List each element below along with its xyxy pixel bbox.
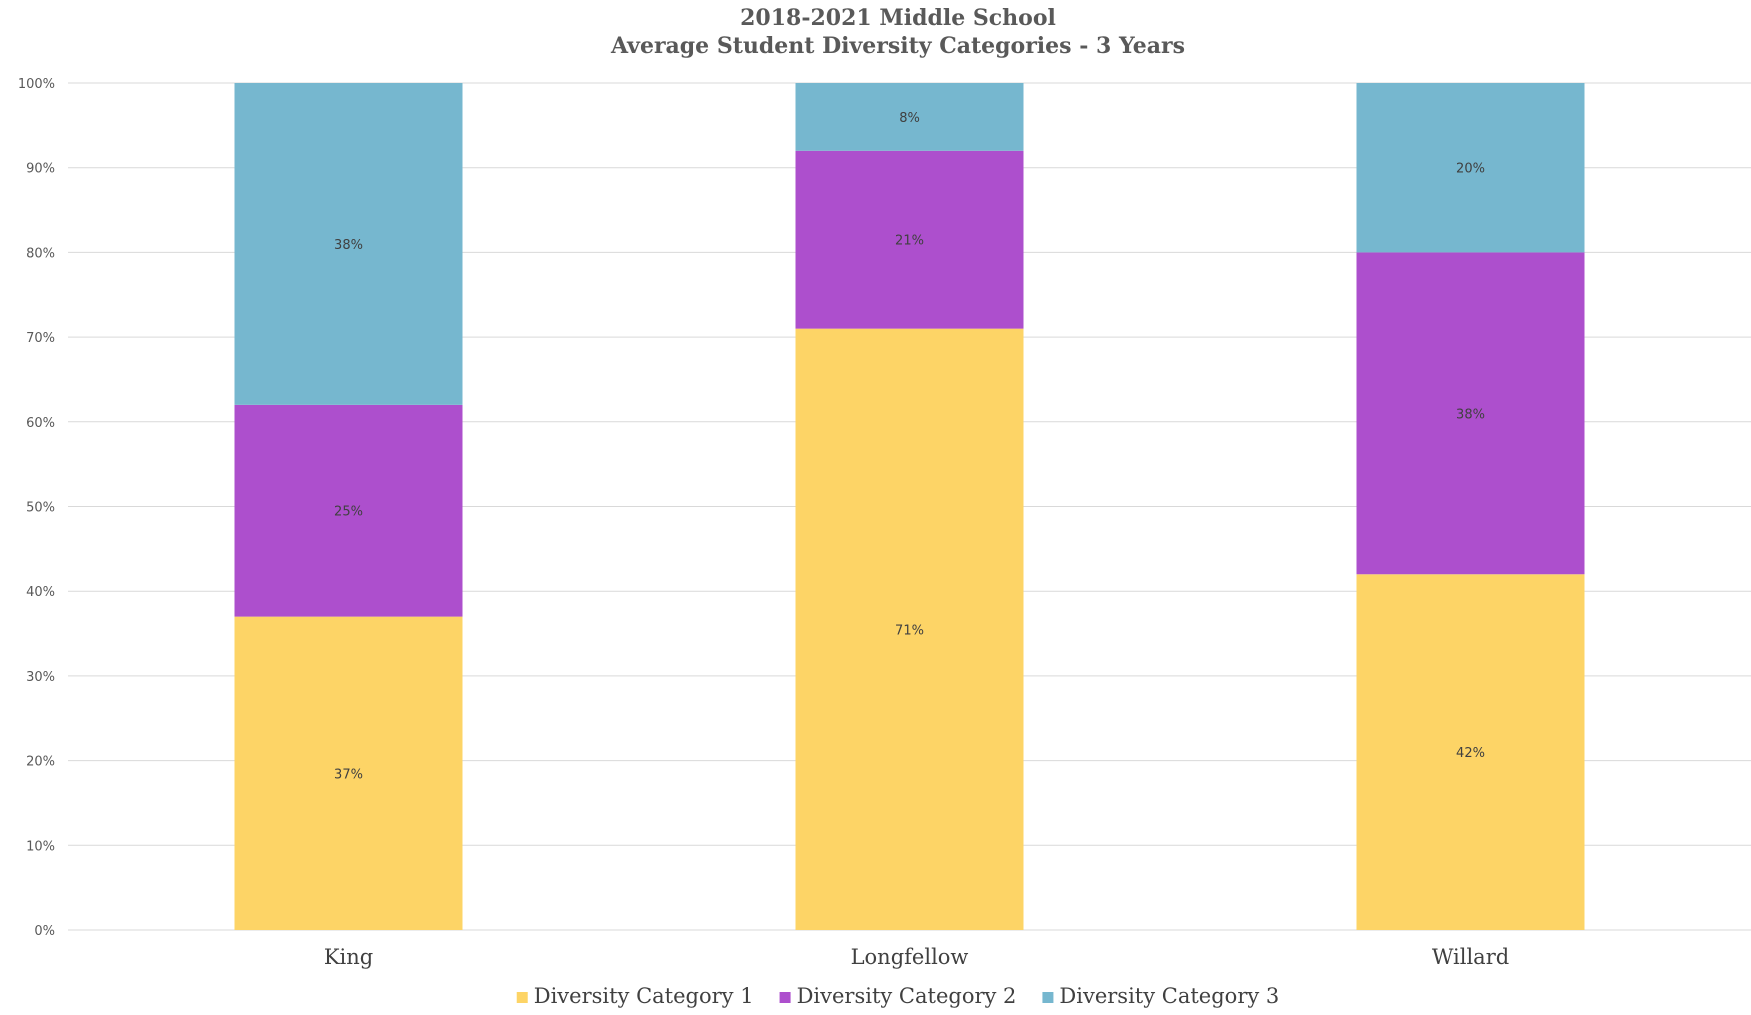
legend: Diversity Category 1 Diversity Category 2… xyxy=(516,984,1279,1008)
y-tick-label: 60% xyxy=(26,416,55,431)
y-tick-label: 0% xyxy=(34,924,55,939)
y-axis-tick-labels: 0% 10% 20% 30% 40% 50% 60% 70% 80% 90% 100% xyxy=(18,77,55,939)
y-tick-label: 50% xyxy=(26,501,55,516)
bar-segment xyxy=(1356,83,1585,253)
x-category-label: King xyxy=(324,945,373,969)
y-tick-label: 100% xyxy=(18,77,55,92)
data-label: 8% xyxy=(899,111,920,126)
bar-segment xyxy=(1356,252,1585,575)
legend-swatch xyxy=(779,992,791,1003)
x-category-label: Willard xyxy=(1432,945,1509,969)
bar-segment xyxy=(1356,574,1585,930)
bar-segment xyxy=(234,83,463,405)
data-label: 38% xyxy=(1456,407,1485,422)
legend-item: Diversity Category 2 xyxy=(779,984,1017,1008)
data-label: 25% xyxy=(334,505,363,520)
x-category-label: Longfellow xyxy=(851,945,969,969)
bar-segment xyxy=(234,404,463,617)
y-tick-label: 10% xyxy=(26,839,55,854)
y-tick-label: 70% xyxy=(26,331,55,346)
legend-label: Diversity Category 3 xyxy=(1059,984,1279,1008)
legend-label: Diversity Category 2 xyxy=(797,984,1017,1008)
y-tick-label: 20% xyxy=(26,755,55,770)
bar-segment xyxy=(795,83,1024,151)
chart-subtitle: Average Student Diversity Categories - 3… xyxy=(610,33,1185,59)
chart-title: 2018-2021 Middle School xyxy=(740,5,1056,31)
x-axis-category-labels: King Longfellow Willard xyxy=(324,945,1509,969)
y-tick-label: 30% xyxy=(26,670,55,685)
y-tick-label: 80% xyxy=(26,246,55,261)
data-label: 42% xyxy=(1456,746,1485,761)
bar-segment xyxy=(795,328,1024,930)
data-label: 21% xyxy=(895,234,924,249)
bar-segment xyxy=(795,150,1024,329)
y-tick-label: 90% xyxy=(26,162,55,177)
legend-swatch xyxy=(1042,992,1054,1003)
legend-label: Diversity Category 1 xyxy=(534,984,754,1008)
data-label: 38% xyxy=(334,238,363,253)
legend-swatch xyxy=(516,992,528,1003)
bars xyxy=(234,83,1585,930)
y-tick-label: 40% xyxy=(26,585,55,600)
data-label: 20% xyxy=(1456,162,1485,177)
data-label: 37% xyxy=(334,767,363,782)
legend-item: Diversity Category 3 xyxy=(1042,984,1279,1008)
legend-item: Diversity Category 1 xyxy=(516,984,754,1008)
data-labels: 37% 25% 38% 71% 21% 8% 42% 38% 20% xyxy=(334,111,1485,782)
bar-segment xyxy=(234,616,463,930)
data-label: 71% xyxy=(895,623,924,638)
